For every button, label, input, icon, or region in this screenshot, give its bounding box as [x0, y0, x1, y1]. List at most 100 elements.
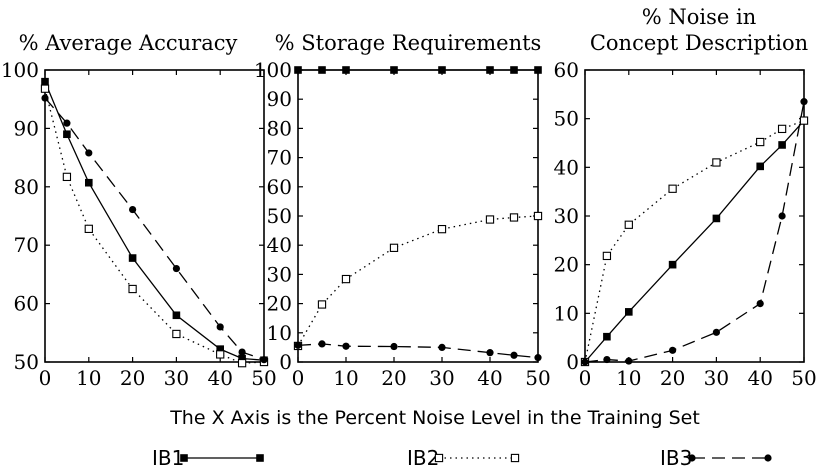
data-point-ib3: [85, 149, 93, 157]
y-tick-label: 40: [554, 155, 579, 179]
data-point-ib2: [509, 213, 519, 222]
series-line-ib1: [44, 81, 265, 361]
data-point-ib3: [172, 264, 180, 273]
data-point-ib3: [63, 119, 71, 127]
data-point-ib1: [712, 214, 721, 223]
chart-title: % Noise in: [642, 5, 757, 29]
x-tick-label: 10: [616, 366, 641, 390]
data-point-ib1: [438, 66, 446, 74]
chart-panel-1: % Average Accuracy 50 60 70 80 90 100 0 10 20 30 40…: [1, 31, 277, 390]
x-tick-label: 20: [381, 366, 406, 390]
data-point-ib3: [238, 348, 246, 356]
legend: IB1 IB2 IB3: [152, 446, 772, 470]
series-ib2: [293, 211, 543, 351]
chart-panel-2: % Storage Requirements010203040506070809…: [254, 31, 551, 390]
y-tick-label: 60: [267, 175, 292, 199]
series-line-ib2: [297, 215, 539, 347]
y-tick-label: 40: [267, 233, 292, 257]
x-tick-label: 0: [579, 366, 592, 390]
legend-label: IB3: [660, 446, 692, 470]
data-point-ib1: [216, 345, 224, 353]
y-tick-label: 10: [267, 321, 292, 345]
data-point-ib2: [62, 172, 72, 182]
x-tick-label: 20: [120, 366, 145, 390]
series-line-ib2: [44, 88, 265, 364]
data-point-ib1: [238, 354, 246, 363]
data-point-ib1: [41, 77, 49, 86]
data-point-ib2: [668, 184, 677, 193]
y-tick-label: 50: [267, 204, 292, 228]
y-tick-label: 0: [279, 350, 292, 374]
data-point-ib2: [237, 359, 247, 368]
data-point-ib2: [437, 224, 447, 234]
data-point-ib3: [216, 323, 224, 331]
y-tick-label: 90: [14, 116, 39, 140]
legend-item-ib2: IB2: [407, 446, 520, 470]
data-point-ib1: [63, 130, 71, 139]
y-tick-label: 30: [267, 262, 292, 286]
data-point-ib1: [486, 66, 494, 74]
series-ib3: [294, 340, 542, 362]
data-point-ib2: [533, 211, 543, 221]
y-tick-label: 20: [267, 292, 292, 316]
data-point-ib1: [778, 141, 786, 149]
x-tick-label: 50: [525, 366, 550, 390]
legend-item-ib3: IB3: [660, 446, 772, 470]
series-ib3: [41, 94, 268, 364]
x-tick-label: 40: [747, 366, 772, 390]
data-point-ib1: [294, 66, 302, 74]
y-tick-label: 30: [554, 204, 579, 228]
series-line-ib3: [584, 101, 805, 363]
x-tick-label: 20: [660, 366, 685, 390]
data-point-ib3: [486, 349, 494, 357]
x-tick-label: 30: [429, 366, 454, 390]
series-line-ib3: [297, 343, 539, 359]
legend-marker: [434, 453, 444, 463]
series-ib3: [581, 98, 808, 366]
y-tick-label: 100: [254, 58, 292, 82]
data-point-ib2: [777, 124, 787, 134]
y-tick-label: 50: [14, 350, 39, 374]
y-tick-label: 0: [566, 350, 579, 374]
data-point-ib1: [668, 260, 677, 269]
series-ib2: [40, 84, 269, 368]
data-point-ib3: [438, 343, 446, 351]
x-tick-label: 30: [164, 366, 189, 390]
x-tick-label: 0: [39, 366, 52, 390]
data-point-ib2: [602, 251, 612, 261]
y-tick-label: 90: [267, 87, 292, 111]
data-point-ib1: [603, 332, 611, 341]
chart-title: Concept Description: [590, 31, 808, 55]
data-point-ib2: [485, 215, 495, 224]
data-point-ib3: [625, 357, 633, 365]
series-line-ib3: [44, 97, 265, 361]
data-point-ib3: [778, 212, 786, 220]
legend-marker: [510, 453, 520, 463]
data-point-ib2: [799, 116, 809, 125]
data-point-ib2: [624, 220, 633, 229]
data-point-ib1: [172, 311, 181, 320]
chart-title: % Average Accuracy: [19, 31, 238, 55]
y-tick-label: 60: [554, 58, 579, 82]
data-point-ib1: [342, 66, 350, 74]
data-point-ib2: [756, 137, 765, 147]
x-tick-label: 0: [292, 366, 305, 390]
series-ib1: [581, 116, 808, 366]
legend-marker: [688, 454, 696, 462]
data-point-ib1: [534, 66, 542, 74]
y-tick-label: 50: [554, 107, 579, 131]
x-tick-label: 40: [207, 366, 232, 390]
y-tick-label: 70: [267, 146, 292, 170]
data-point-ib1: [85, 178, 93, 187]
data-point-ib2: [389, 243, 399, 252]
data-point-ib3: [800, 98, 808, 106]
x-tick-label: 10: [333, 366, 358, 390]
figure-caption: The X Axis is the Percent Noise Level in…: [169, 407, 700, 429]
data-point-ib2: [317, 300, 327, 309]
x-tick-label: 50: [251, 366, 276, 390]
data-point-ib3: [712, 328, 721, 336]
data-point-ib3: [534, 354, 542, 362]
data-point-ib1: [625, 308, 633, 316]
data-point-ib3: [318, 340, 326, 348]
